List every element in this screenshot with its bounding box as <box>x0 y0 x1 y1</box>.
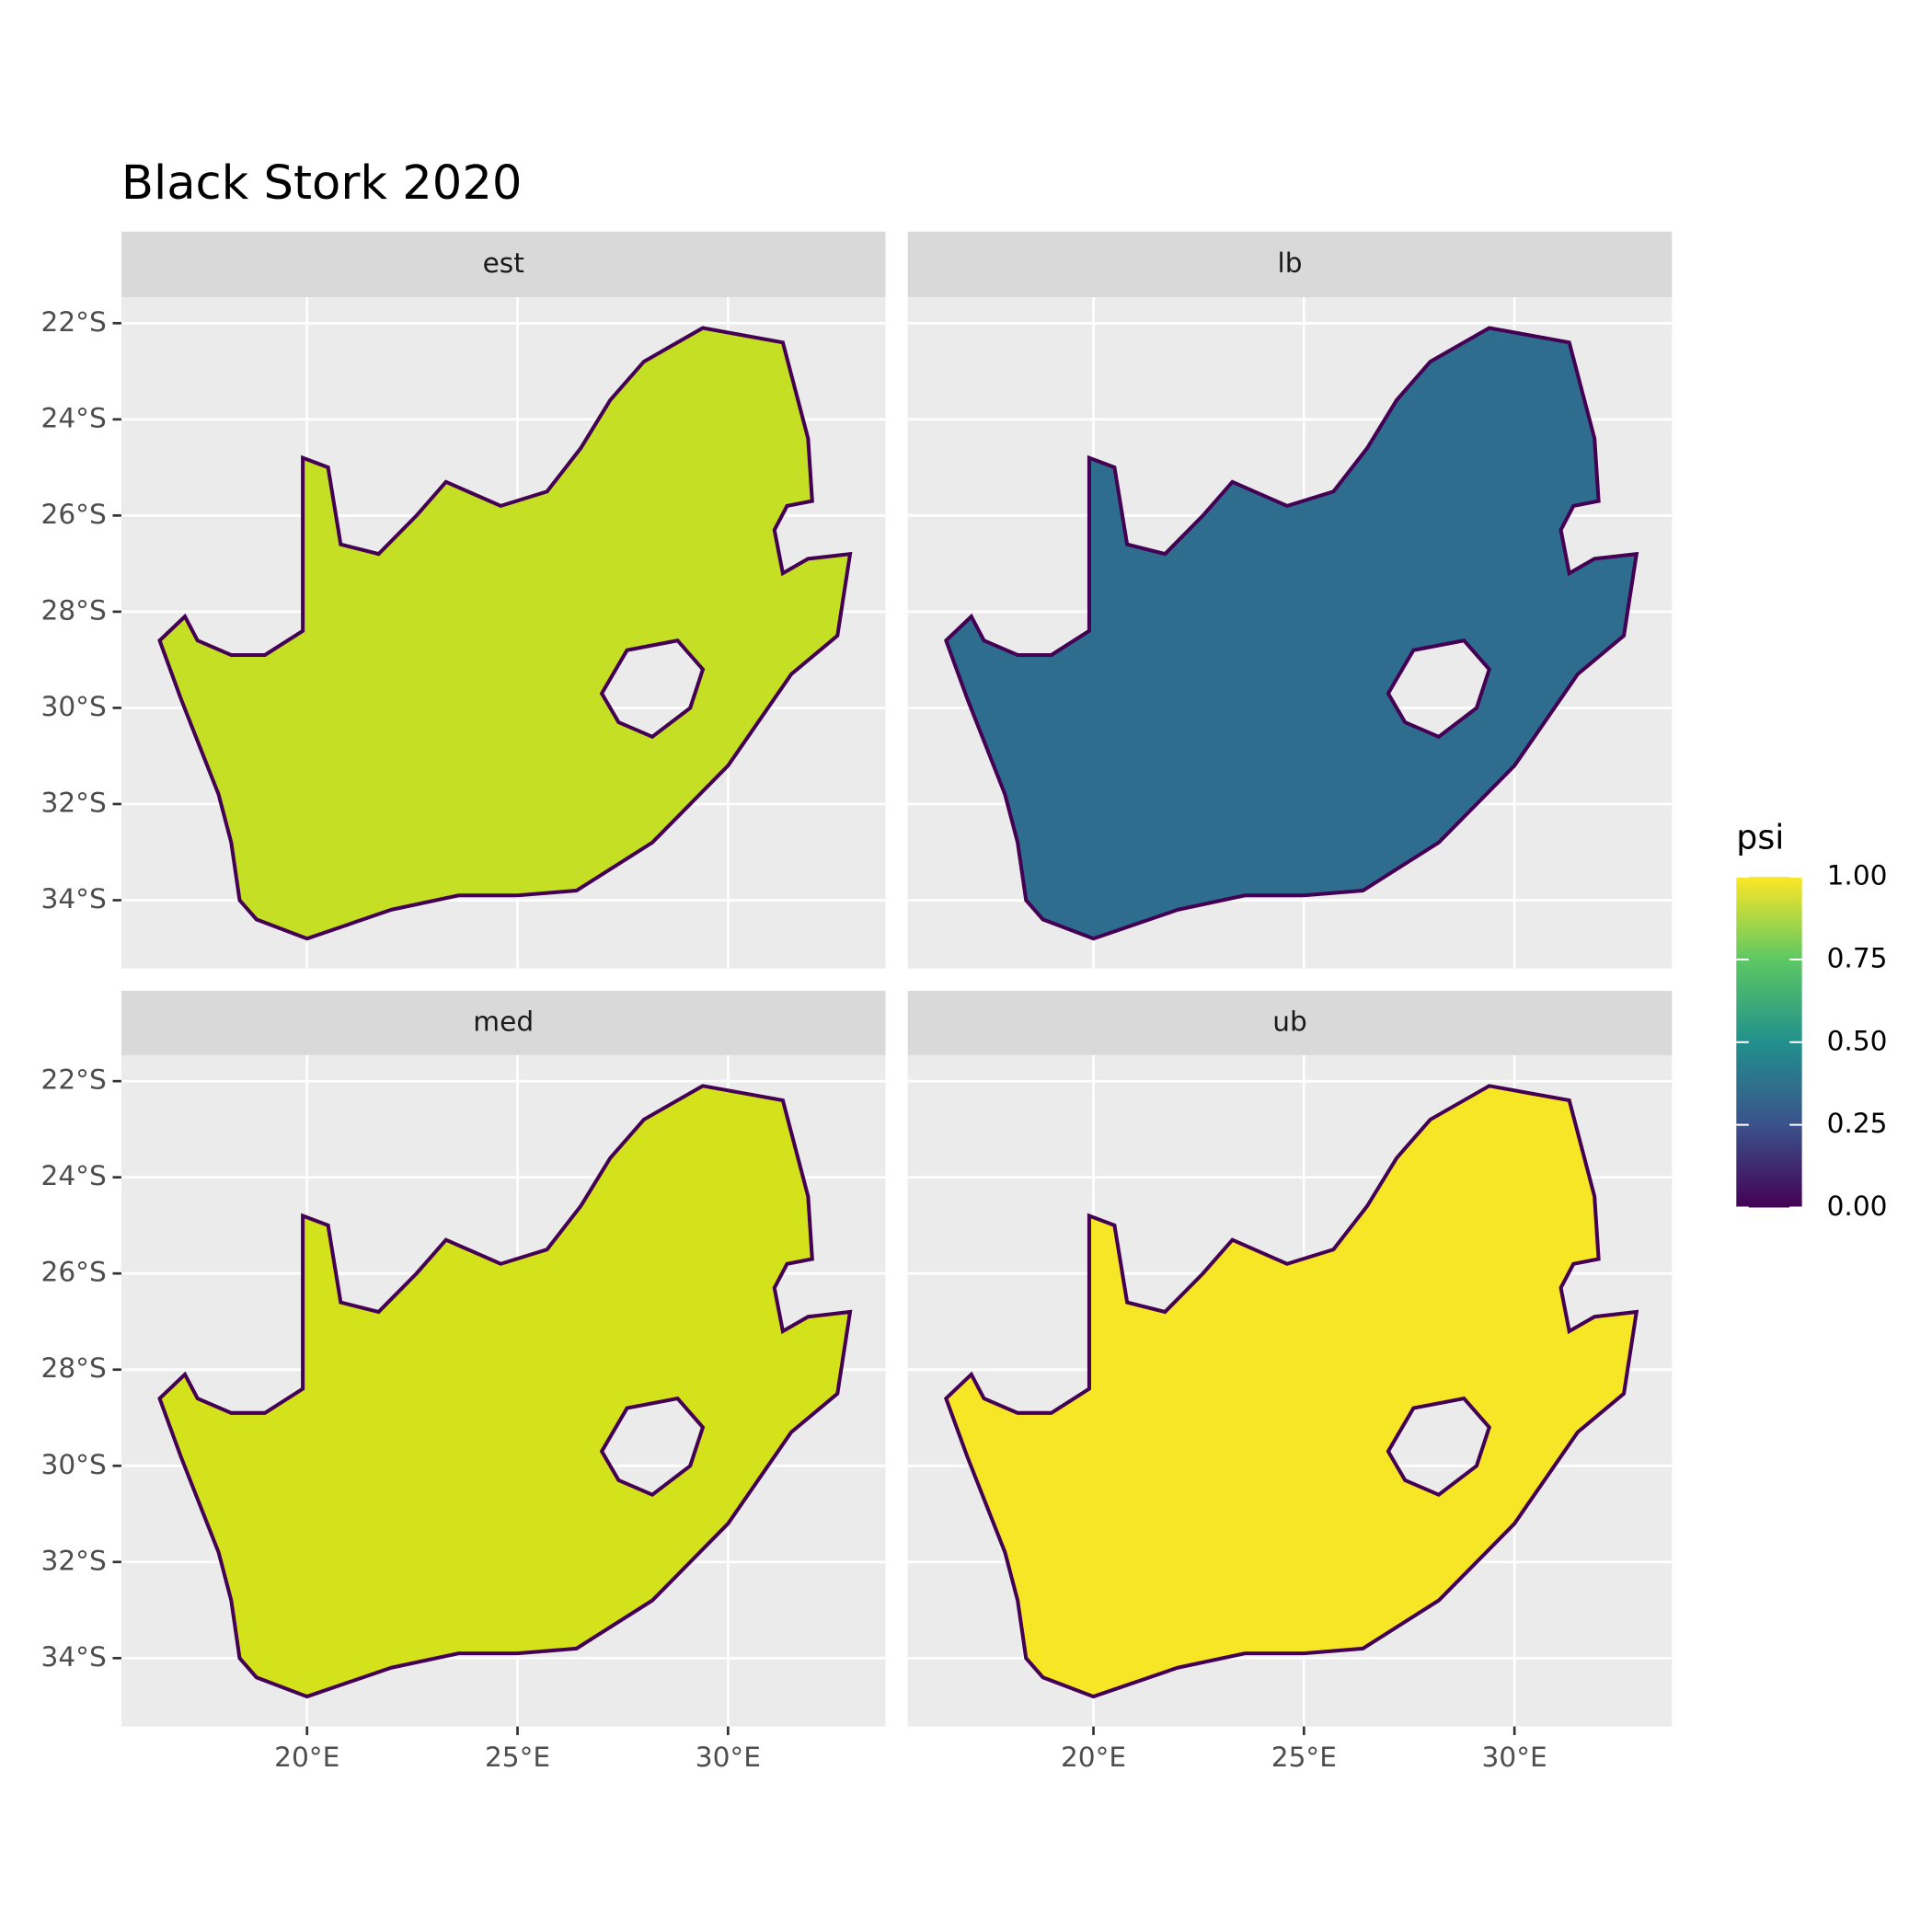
y-tick-label: 24°S <box>40 1160 106 1191</box>
strip-label: ub <box>1272 1006 1307 1037</box>
y-tick-label: 34°S <box>40 1641 106 1673</box>
legend-label: 0.25 <box>1827 1108 1888 1139</box>
y-tick-label: 22°S <box>40 306 106 338</box>
y-tick-label: 26°S <box>40 499 106 530</box>
chart-title: Black Stork 2020 <box>121 156 522 211</box>
y-tick-label: 24°S <box>40 402 106 433</box>
strip <box>121 231 886 298</box>
y-tick-label: 26°S <box>40 1257 106 1288</box>
legend-label: 1.00 <box>1827 860 1888 891</box>
country-map <box>157 1084 853 1699</box>
strip-label: est <box>483 247 524 279</box>
x-tick-label: 25°E <box>485 1742 550 1773</box>
y-tick-label: 28°S <box>40 1352 106 1384</box>
strip <box>907 231 1673 298</box>
strip <box>121 990 886 1055</box>
x-tick-label: 30°E <box>1482 1742 1547 1773</box>
x-tick-label: 30°E <box>696 1742 761 1773</box>
y-tick-label: 32°S <box>40 1545 106 1576</box>
y-tick-label: 22°S <box>40 1064 106 1096</box>
y-tick-label: 28°S <box>40 594 106 626</box>
country-map <box>943 326 1639 941</box>
x-tick-label: 20°E <box>1061 1742 1126 1773</box>
legend-title: psi <box>1736 818 1784 857</box>
strip-label: lb <box>1278 247 1303 279</box>
legend-label: 0.00 <box>1827 1190 1888 1222</box>
country-map <box>943 1084 1639 1699</box>
y-tick-label: 34°S <box>40 883 106 914</box>
y-tick-label: 30°S <box>40 691 106 722</box>
x-tick-label: 25°E <box>1271 1742 1337 1773</box>
y-tick-label: 32°S <box>40 787 106 818</box>
country-map <box>157 326 853 941</box>
strip-label: med <box>473 1006 534 1037</box>
strip <box>907 990 1673 1055</box>
legend-label: 0.75 <box>1827 942 1888 973</box>
legend-label: 0.50 <box>1827 1025 1888 1056</box>
y-tick-label: 30°S <box>40 1449 106 1480</box>
x-tick-label: 20°E <box>274 1742 339 1773</box>
